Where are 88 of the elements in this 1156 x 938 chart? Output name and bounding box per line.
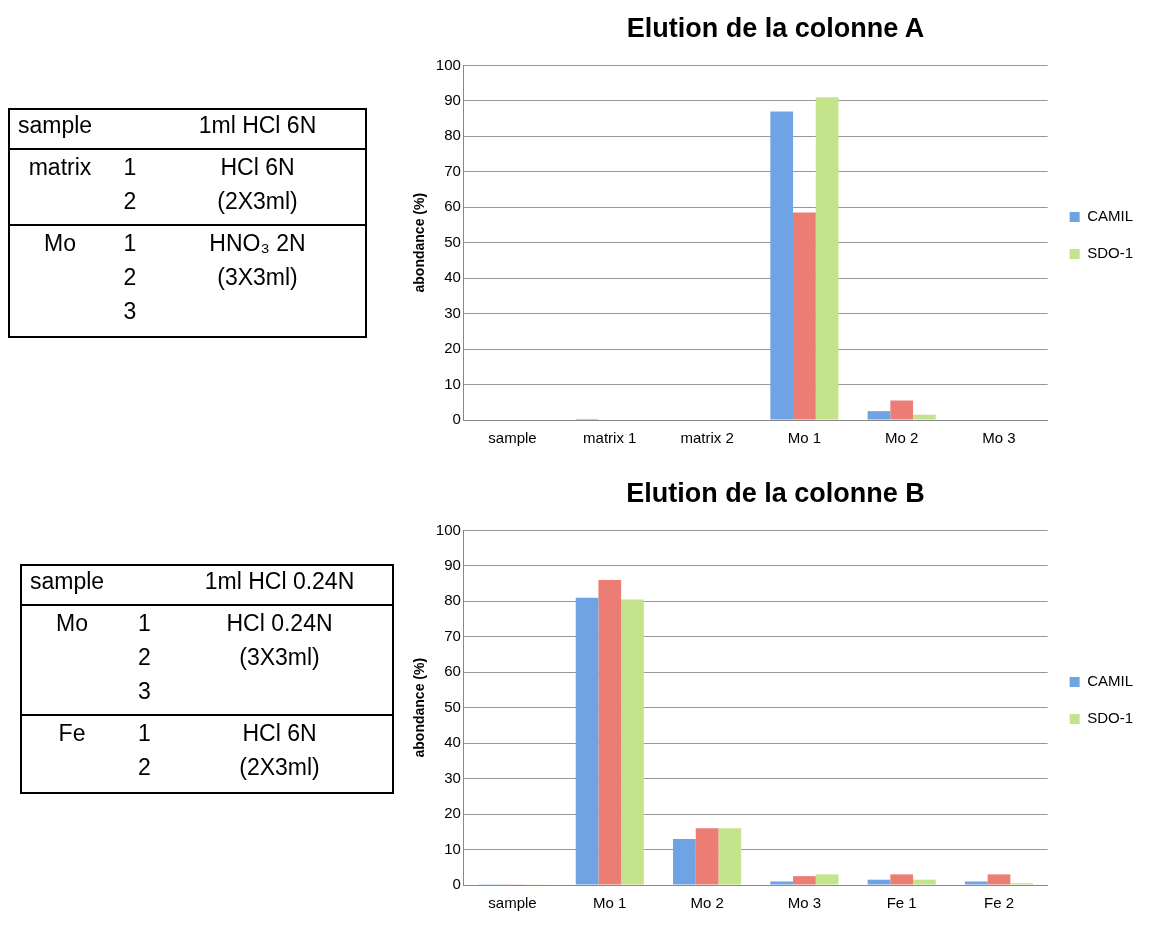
- bar: [575, 597, 599, 885]
- x-tick-label: sample: [488, 429, 537, 447]
- text: HCl 0.24N: [225, 610, 334, 637]
- x-tick-label: Mo 3: [982, 429, 1016, 447]
- legend-label: SDO-1: [1087, 244, 1133, 262]
- bar: [890, 874, 914, 885]
- legend-label: SDO-1: [1087, 709, 1133, 727]
- y-tick-label: 50: [444, 697, 461, 715]
- bar: [718, 828, 742, 885]
- y-tick-label: 60: [444, 197, 461, 215]
- text: 1: [122, 230, 138, 257]
- text: 1: [137, 610, 152, 637]
- bar: [770, 111, 794, 420]
- text: 3: [122, 298, 138, 325]
- y-tick-label: 30: [444, 768, 461, 786]
- x-tick-label: matrix 1: [583, 429, 637, 447]
- bar: [770, 881, 794, 885]
- bar: [964, 881, 988, 885]
- bar: [598, 580, 622, 885]
- text: 1: [122, 154, 138, 181]
- x-tick-label: Mo 2: [690, 894, 724, 912]
- text: sample: [30, 568, 106, 595]
- chart-title: Elution de la colonne B: [626, 477, 925, 508]
- bar: [793, 212, 816, 420]
- y-axis-title: abondance (%): [411, 657, 428, 758]
- text: (2X3ml): [216, 188, 299, 215]
- x-tick-label: Mo 2: [885, 429, 919, 447]
- bar: [673, 838, 696, 885]
- text: Fe: [57, 720, 87, 747]
- bar: [913, 414, 936, 420]
- y-tick-label: 0: [452, 875, 461, 893]
- y-tick-label: 90: [444, 91, 461, 108]
- bar: [695, 828, 719, 885]
- y-tick-label: 0: [452, 410, 461, 428]
- y-tick-label: 10: [444, 374, 461, 392]
- text: 2: [122, 188, 138, 215]
- text: 1ml HCl 6N: [197, 112, 318, 139]
- bar: [867, 411, 891, 420]
- text: Mo: [55, 610, 89, 637]
- y-tick-label: 90: [444, 556, 461, 573]
- y-tick-label: 30: [444, 303, 461, 321]
- y-tick-label: 40: [444, 733, 461, 751]
- y-tick-label: 20: [444, 339, 461, 357]
- x-tick-label: sample: [488, 894, 537, 912]
- y-tick-label: 20: [444, 804, 461, 822]
- bar: [621, 599, 644, 885]
- bar: [793, 876, 816, 885]
- x-tick-label: Fe 1: [886, 894, 917, 912]
- x-tick-label: Fe 2: [984, 894, 1015, 912]
- text: Mo: [43, 230, 77, 257]
- y-tick-label: 10: [444, 839, 461, 857]
- text: matrix: [27, 154, 93, 181]
- text: (3X3ml): [238, 644, 321, 671]
- text: HNO₃ 2N: [208, 230, 307, 257]
- bar: [913, 879, 936, 885]
- x-tick-label: Mo 1: [787, 429, 822, 447]
- text: 2: [137, 644, 152, 671]
- x-tick-label: matrix 2: [680, 429, 734, 447]
- y-tick-label: 40: [444, 268, 461, 286]
- y-tick-label: 70: [444, 626, 461, 644]
- x-tick-label: Mo 3: [787, 894, 822, 912]
- y-axis-title: abondance (%): [411, 192, 428, 293]
- y-tick-label: 80: [444, 126, 461, 144]
- text: 3: [137, 678, 152, 705]
- y-tick-label: 50: [444, 232, 461, 250]
- legend-label: CAMIL: [1087, 672, 1133, 690]
- bar: [815, 874, 839, 885]
- y-tick-label: 80: [444, 591, 461, 609]
- text: 1ml HCl 0.24N: [203, 568, 356, 595]
- text: 2: [137, 754, 152, 781]
- text: sample: [18, 112, 94, 139]
- chart-title: Elution de la colonne A: [626, 12, 925, 43]
- bar: [987, 874, 1011, 885]
- y-tick-label: 100: [435, 55, 461, 73]
- text: HCl 6N: [219, 154, 296, 181]
- text: 2: [122, 264, 138, 291]
- text: HCl 6N: [241, 720, 318, 747]
- text: (3X3ml): [216, 264, 299, 291]
- bar: [867, 879, 891, 885]
- bar: [815, 97, 839, 420]
- bar: [890, 400, 914, 420]
- y-tick-label: 100: [435, 520, 461, 538]
- y-tick-label: 60: [444, 662, 461, 680]
- text: (2X3ml): [238, 754, 321, 781]
- y-tick-label: 70: [444, 161, 461, 179]
- x-tick-label: Mo 1: [593, 894, 627, 912]
- text: 1: [137, 720, 152, 747]
- legend-label: CAMIL: [1087, 207, 1133, 225]
